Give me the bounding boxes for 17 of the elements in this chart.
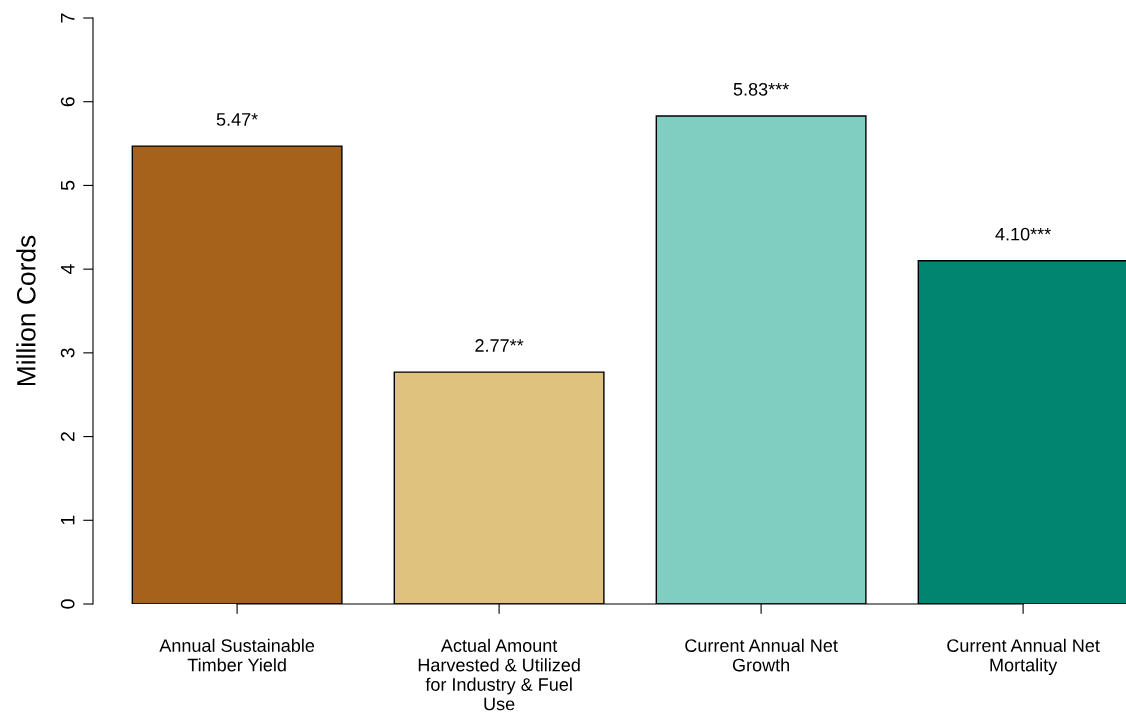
- y-tick-label: 6: [60, 97, 75, 107]
- x-tick-label: Current Annual Net Mortality: [947, 638, 1100, 675]
- y-tick-label: 5: [61, 180, 75, 191]
- y-tick-label: 2: [60, 432, 75, 441]
- y-tick-label: 4: [61, 264, 75, 275]
- y-axis-title: Million Cords: [16, 235, 36, 386]
- x-tick-label: Annual Sustainable Timber Yield: [159, 638, 315, 672]
- y-tick-label: 3: [60, 348, 75, 358]
- y-tick-label: 1: [61, 515, 75, 525]
- x-tick-label: Actual Amount Harvested & Utilized for Industry & Fuel Use: [418, 638, 580, 711]
- data-label: 4.10***: [995, 227, 1051, 241]
- x-tick-label: Current Annual Net Growth: [685, 638, 838, 672]
- y-tick-label: 0: [60, 599, 75, 609]
- data-label: 5.83***: [733, 82, 789, 96]
- data-label: 2.77**: [475, 339, 524, 352]
- data-label: 5.47*: [216, 113, 258, 126]
- y-tick-label: 7: [61, 13, 75, 23]
